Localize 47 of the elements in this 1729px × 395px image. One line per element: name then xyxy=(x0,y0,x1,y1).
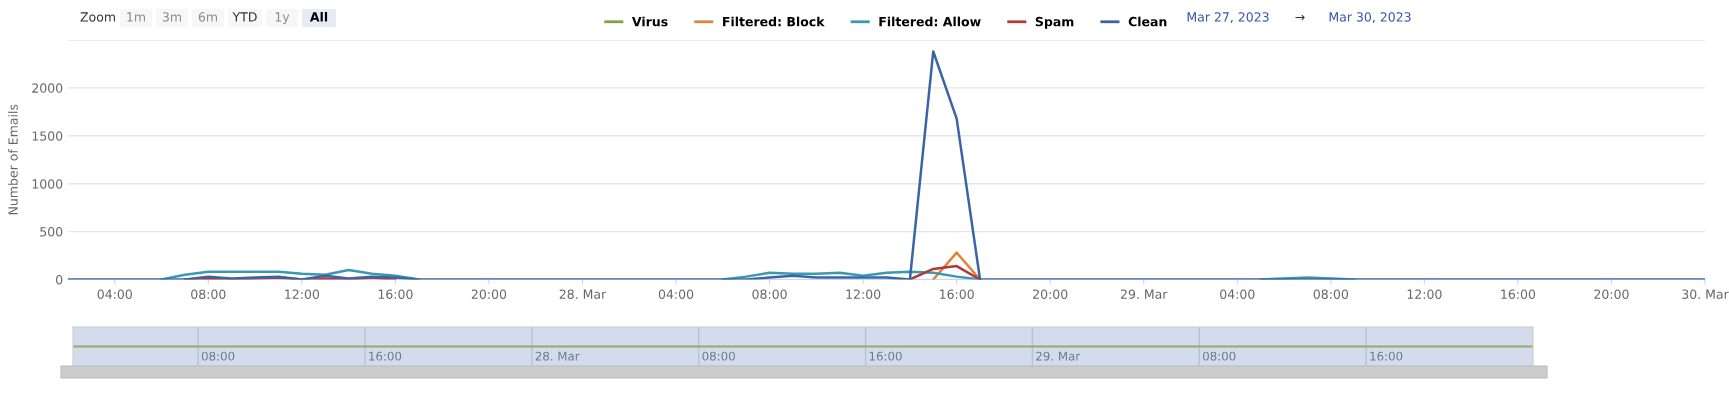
y-tick-label: 2000 xyxy=(32,83,63,93)
x-tick-label: 04:00 xyxy=(1220,289,1255,299)
text: 1m xyxy=(127,12,145,22)
text: Mar 30, 2023 xyxy=(1329,12,1411,23)
text: Zoom xyxy=(80,12,115,22)
text: 29. Mar xyxy=(1036,351,1081,361)
y-tick-label: 0 xyxy=(56,274,63,285)
text: → xyxy=(1295,14,1305,21)
text: 08:00 xyxy=(201,351,235,361)
text: 3m xyxy=(162,12,181,22)
x-tick-label: 20:00 xyxy=(471,289,507,299)
text: 16:00 xyxy=(1370,351,1403,361)
legend-label: Spam xyxy=(1035,16,1074,29)
x-tick-label: 08:00 xyxy=(1313,289,1349,299)
x-tick-label: 12:00 xyxy=(285,289,320,299)
x-tick-label: 16:00 xyxy=(1501,289,1536,299)
x-tick-label: 08:00 xyxy=(752,289,787,299)
x-tick-label: 29. Mar xyxy=(1120,289,1168,299)
text: 16:00 xyxy=(869,351,902,361)
text: 1y xyxy=(275,12,290,25)
x-tick-label: 20:00 xyxy=(1033,289,1068,299)
x-tick-label: 20:00 xyxy=(1594,289,1629,299)
text: All xyxy=(309,11,328,22)
text: 08:00 xyxy=(702,351,735,361)
x-tick-label: 04:00 xyxy=(658,289,694,299)
x-tick-label: 16:00 xyxy=(378,289,413,299)
x-tick-label: 16:00 xyxy=(940,289,974,299)
text: 28. Mar xyxy=(535,351,580,361)
legend-label: Filtered: Block xyxy=(723,16,825,27)
x-tick-label: 30. Mar xyxy=(1682,289,1729,299)
x-tick-label: 12:00 xyxy=(1407,289,1442,299)
x-tick-label: 12:00 xyxy=(846,289,881,299)
y-tick-label: 1000 xyxy=(32,179,63,189)
text: 08:00 xyxy=(1202,351,1236,361)
x-tick-label: 08:00 xyxy=(191,289,226,299)
legend-label: Virus xyxy=(631,16,668,27)
text: 16:00 xyxy=(369,351,402,361)
x-tick-label: 04:00 xyxy=(97,289,132,299)
legend-label: Filtered: Allow xyxy=(879,16,981,27)
y-axis-title: Number of Emails xyxy=(8,104,18,215)
x-tick-label: 28. Mar xyxy=(559,289,607,299)
text: YTD xyxy=(232,12,257,22)
text: 6m xyxy=(198,12,217,22)
y-tick-label: 1500 xyxy=(32,131,63,141)
y-tick-label: 500 xyxy=(40,227,63,237)
text: Mar 27, 2023 xyxy=(1187,12,1269,23)
legend-label: Clean xyxy=(1128,16,1167,27)
